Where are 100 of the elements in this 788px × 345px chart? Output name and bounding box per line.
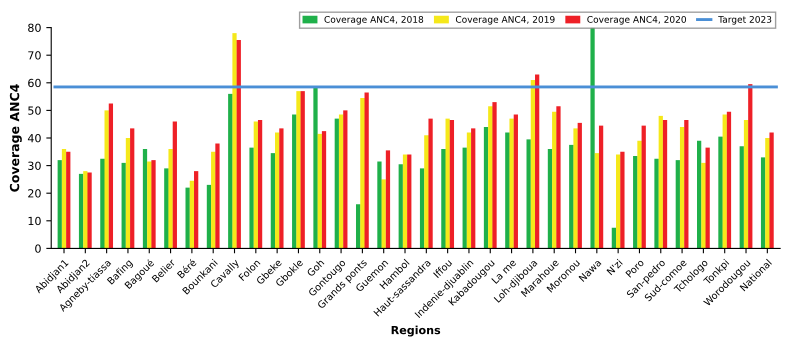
- bar: [590, 28, 595, 248]
- bar: [407, 154, 412, 248]
- bar: [270, 153, 276, 248]
- bar: [360, 98, 365, 248]
- bar: [662, 120, 668, 248]
- bar: [748, 84, 752, 248]
- bar: [185, 188, 190, 248]
- bar: [83, 171, 88, 248]
- bar: [126, 138, 130, 248]
- bar: [505, 132, 510, 248]
- bar: [684, 120, 688, 248]
- bar: [697, 140, 702, 248]
- bar: [66, 152, 70, 248]
- y-tick-label: 50: [28, 106, 41, 115]
- bar: [526, 139, 531, 248]
- bar: [322, 131, 326, 248]
- bar: [190, 180, 194, 248]
- y-tick-label: 20: [28, 189, 41, 198]
- bar: [514, 114, 518, 248]
- bar: [424, 135, 428, 248]
- legend-label: Coverage ANC4, 2020: [587, 16, 686, 25]
- bar: [279, 128, 284, 248]
- bar: [130, 128, 134, 248]
- bar: [78, 174, 84, 248]
- bar: [637, 140, 642, 248]
- bar: [726, 112, 732, 248]
- bar: [338, 114, 344, 248]
- bar: [147, 161, 152, 248]
- bar: [334, 118, 339, 248]
- x-axis-title: Regions: [392, 326, 440, 337]
- bar: [484, 126, 488, 248]
- bar: [215, 144, 220, 248]
- bar: [254, 121, 258, 248]
- bar: [211, 152, 216, 248]
- y-tick-label: 80: [28, 24, 41, 32]
- bar: [58, 160, 62, 248]
- bar: [275, 132, 280, 248]
- legend-label: Target 2023: [718, 16, 772, 25]
- bar: [122, 162, 126, 248]
- bar: [488, 106, 492, 248]
- bar: [164, 168, 168, 248]
- bar: [364, 92, 369, 248]
- legend-label: Coverage ANC4, 2019: [456, 16, 555, 25]
- bar: [466, 132, 472, 248]
- bar: [228, 94, 232, 248]
- bar: [343, 110, 348, 248]
- bar: [760, 157, 766, 248]
- y-tick-label: 70: [28, 51, 41, 60]
- bar: [722, 114, 727, 248]
- bar: [168, 149, 173, 248]
- x-tick-label: N'zi: [606, 258, 623, 276]
- bar: [658, 116, 663, 248]
- bar: [318, 134, 322, 248]
- bar: [633, 156, 638, 248]
- bar: [548, 149, 552, 248]
- bar: [676, 160, 680, 248]
- bar: [654, 158, 659, 248]
- bar: [420, 168, 424, 248]
- bar: [382, 179, 386, 248]
- bar: [108, 104, 114, 248]
- bar: [744, 120, 748, 248]
- y-tick-label: 60: [28, 78, 41, 88]
- bar: [765, 138, 770, 248]
- bar: [556, 106, 561, 248]
- bar: [249, 148, 254, 248]
- legend-label: Coverage ANC4, 2018: [324, 16, 424, 25]
- bar: [612, 228, 616, 248]
- bar: [206, 184, 212, 248]
- bar: [769, 132, 774, 248]
- bar: [446, 118, 450, 248]
- bar: [62, 149, 66, 248]
- bar: [701, 162, 706, 248]
- bar: [87, 172, 92, 248]
- bar: [594, 153, 599, 248]
- bar: [236, 40, 241, 248]
- bar: [462, 148, 467, 248]
- bar: [100, 158, 104, 248]
- bar: [718, 136, 723, 248]
- bar: [450, 120, 454, 248]
- bar: [509, 118, 514, 248]
- bar: [598, 126, 604, 248]
- bar: [232, 33, 237, 248]
- bar: [441, 149, 446, 248]
- bar: [680, 126, 684, 248]
- y-axis-title: Coverage ANC4: [10, 84, 22, 192]
- bar: [402, 154, 408, 248]
- y-tick-label: 30: [28, 162, 41, 170]
- bar: [620, 152, 625, 248]
- bar: [706, 148, 710, 248]
- bar: [377, 161, 382, 248]
- bar: [292, 114, 296, 248]
- bar: [104, 110, 109, 248]
- bar: [578, 122, 582, 248]
- bar: [552, 112, 556, 248]
- bar: [386, 150, 390, 248]
- bar: [300, 91, 305, 248]
- bar: [172, 121, 177, 248]
- bar: [258, 120, 262, 248]
- bar: [492, 102, 497, 248]
- bar: [151, 160, 156, 248]
